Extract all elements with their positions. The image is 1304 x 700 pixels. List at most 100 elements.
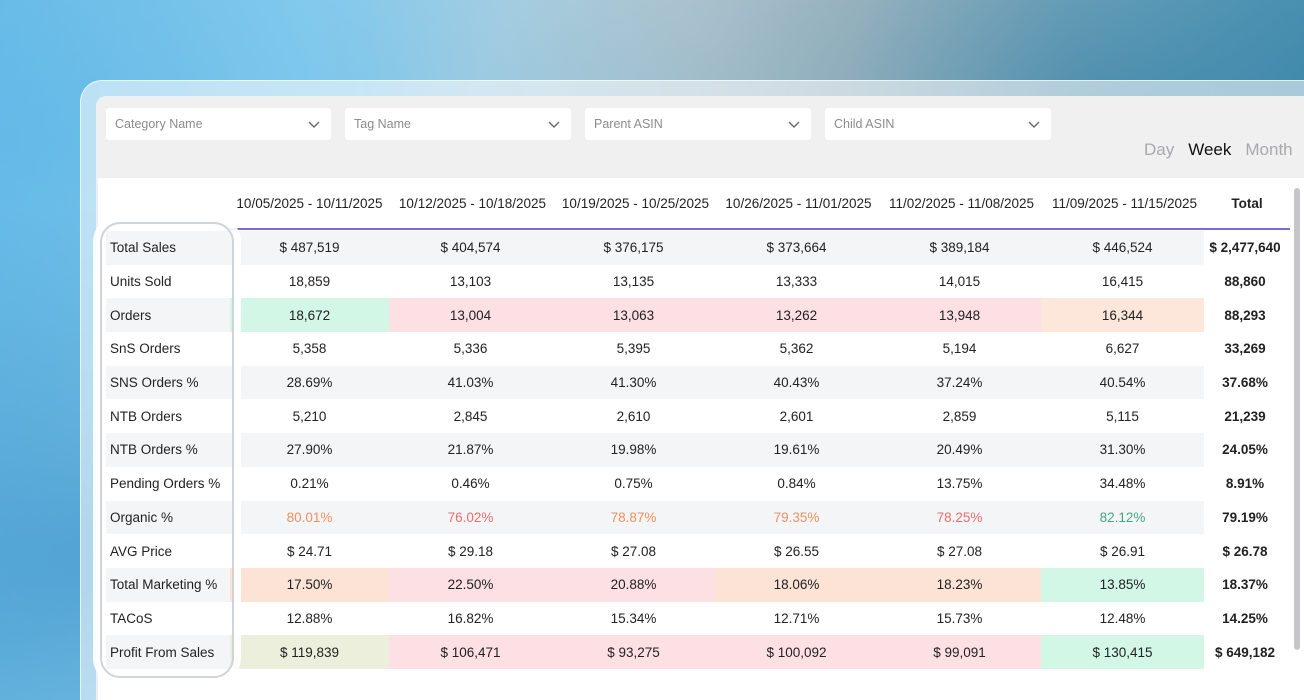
table-cell: 2,601 — [715, 399, 878, 433]
table-cell: $ 119,839 — [230, 635, 389, 669]
column-header[interactable]: 10/19/2025 - 10/25/2025 — [561, 196, 710, 211]
cell-value: 13,333 — [775, 274, 818, 290]
cell-value: 13,063 — [612, 307, 655, 323]
table-cell: 18,859 — [230, 265, 389, 299]
column-header[interactable]: 10/12/2025 - 10/18/2025 — [398, 196, 547, 211]
table-cell: 31.30% — [1041, 433, 1204, 467]
row-label: Orders — [106, 298, 230, 333]
table-cell: 16,344 — [1041, 298, 1204, 333]
header-divider — [230, 228, 1290, 230]
table-row: Total Sales $ 487,519 $ 404,574 $ 376,175 $ … — [106, 231, 1286, 265]
cell-value: 2,610 — [616, 408, 651, 424]
table-cell: 14,015 — [878, 265, 1041, 299]
table-cell: $ 389,184 — [878, 231, 1041, 265]
cell-value: $ 446,524 — [1092, 240, 1153, 256]
table-cell: $ 27.08 — [552, 534, 715, 568]
column-header[interactable]: 11/09/2025 - 11/15/2025 — [1051, 196, 1198, 211]
table-row: Units Sold 18,859 13,103 13,135 13,333 14,015… — [106, 265, 1286, 299]
cell-value: 20.49% — [936, 442, 983, 458]
table-cell: 5,362 — [715, 332, 878, 366]
cell-value: 78.25% — [936, 509, 983, 525]
table-cell: 13,948 — [878, 298, 1041, 333]
table-cell: $ 29.18 — [389, 534, 552, 568]
table-cell: 21.87% — [389, 433, 552, 467]
cell-value: 18.23% — [936, 577, 983, 593]
table-cell: 13,063 — [552, 298, 715, 333]
cell-value: 37.24% — [936, 375, 983, 391]
table-cell: 34.48% — [1041, 467, 1204, 501]
table-cell: $ 26.91 — [1041, 534, 1204, 568]
cell-value: 5,194 — [942, 341, 977, 357]
total-cell: 18.37% — [1204, 567, 1286, 602]
cell-value: $ 27.08 — [610, 543, 657, 559]
table-cell: $ 106,471 — [389, 635, 552, 669]
table-cell: 18.06% — [715, 567, 878, 602]
cell-value: 5,336 — [453, 341, 488, 357]
period-month-tab[interactable]: Month — [1245, 140, 1293, 159]
total-cell: 88,860 — [1224, 274, 1266, 290]
cell-value: 2,859 — [942, 408, 977, 424]
table-cell: 15.73% — [878, 602, 1041, 636]
cell-value: 18,672 — [288, 307, 331, 323]
table-cell: 13,103 — [389, 265, 552, 299]
column-header[interactable]: 11/02/2025 - 11/08/2025 — [888, 196, 1035, 211]
category-name-dropdown[interactable]: Category Name — [106, 108, 331, 140]
table-cell: $ 373,664 — [715, 231, 878, 265]
cell-value: 13.85% — [1099, 577, 1146, 593]
total-column-header[interactable]: Total — [1231, 196, 1263, 211]
child-asin-dropdown[interactable]: Child ASIN — [825, 108, 1051, 140]
cell-value: $ 100,092 — [766, 644, 827, 660]
cell-value: $ 27.08 — [936, 543, 983, 559]
table-cell: 17.50% — [230, 567, 389, 602]
category-name-placeholder: Category Name — [115, 117, 203, 131]
cell-value: 15.73% — [936, 610, 983, 626]
cell-value: 13.75% — [936, 476, 983, 492]
chevron-down-icon — [788, 121, 800, 128]
table-body: Total Sales $ 487,519 $ 404,574 $ 376,175 $ … — [106, 231, 1286, 669]
row-label: Organic % — [106, 500, 230, 535]
total-cell: 24.05% — [1204, 433, 1286, 467]
tag-name-dropdown[interactable]: Tag Name — [345, 108, 571, 140]
table-cell: 5,194 — [878, 332, 1041, 366]
cell-value: $ 24.71 — [286, 543, 333, 559]
table-cell: $ 26.55 — [715, 534, 878, 568]
table-cell: 19.98% — [552, 433, 715, 467]
table-cell: 76.02% — [389, 500, 552, 535]
table-cell: 5,115 — [1041, 399, 1204, 433]
table-cell: $ 446,524 — [1041, 231, 1204, 265]
cell-value: 78.87% — [610, 509, 657, 525]
vertical-scrollbar[interactable] — [1294, 188, 1300, 650]
column-header[interactable]: 10/05/2025 - 10/11/2025 — [236, 196, 383, 211]
period-week-tab[interactable]: Week — [1188, 140, 1232, 159]
table-cell: 13.85% — [1041, 567, 1204, 602]
total-cell: 21,239 — [1224, 408, 1266, 424]
table-row: Organic % 80.01% 76.02% 78.87% 79.35% 78.25% 8… — [106, 500, 1286, 535]
cell-value: 17.50% — [286, 577, 333, 593]
column-header[interactable]: 10/26/2025 - 11/01/2025 — [725, 196, 872, 211]
chevron-down-icon — [1028, 121, 1040, 128]
table-cell: $ 130,415 — [1041, 635, 1204, 669]
cell-value: 79.35% — [773, 509, 820, 525]
table-cell: 16,415 — [1041, 265, 1204, 299]
cell-value: 41.03% — [447, 375, 494, 391]
cell-value: 16.82% — [447, 610, 494, 626]
cell-value: 5,395 — [616, 341, 651, 357]
cell-value: 5,362 — [779, 341, 814, 357]
chevron-down-icon — [308, 121, 320, 128]
table-cell: 0.75% — [552, 467, 715, 501]
table-cell: 18,672 — [230, 298, 389, 333]
table-cell: $ 487,519 — [230, 231, 389, 265]
cell-value: $ 487,519 — [279, 240, 340, 256]
cell-value: 19.61% — [773, 442, 820, 458]
row-label: NTB Orders — [110, 408, 183, 424]
table-cell: 20.49% — [878, 433, 1041, 467]
period-day-tab[interactable]: Day — [1144, 140, 1175, 159]
total-cell: $ 2,477,640 — [1204, 231, 1286, 265]
cell-value: $ 26.91 — [1099, 543, 1146, 559]
cell-value: 16,415 — [1101, 274, 1144, 290]
cell-value: 0.46% — [451, 476, 490, 492]
parent-asin-dropdown[interactable]: Parent ASIN — [585, 108, 811, 140]
row-label: Pending Orders % — [110, 476, 221, 492]
row-label: Units Sold — [110, 274, 172, 290]
cell-value: 6,627 — [1105, 341, 1140, 357]
